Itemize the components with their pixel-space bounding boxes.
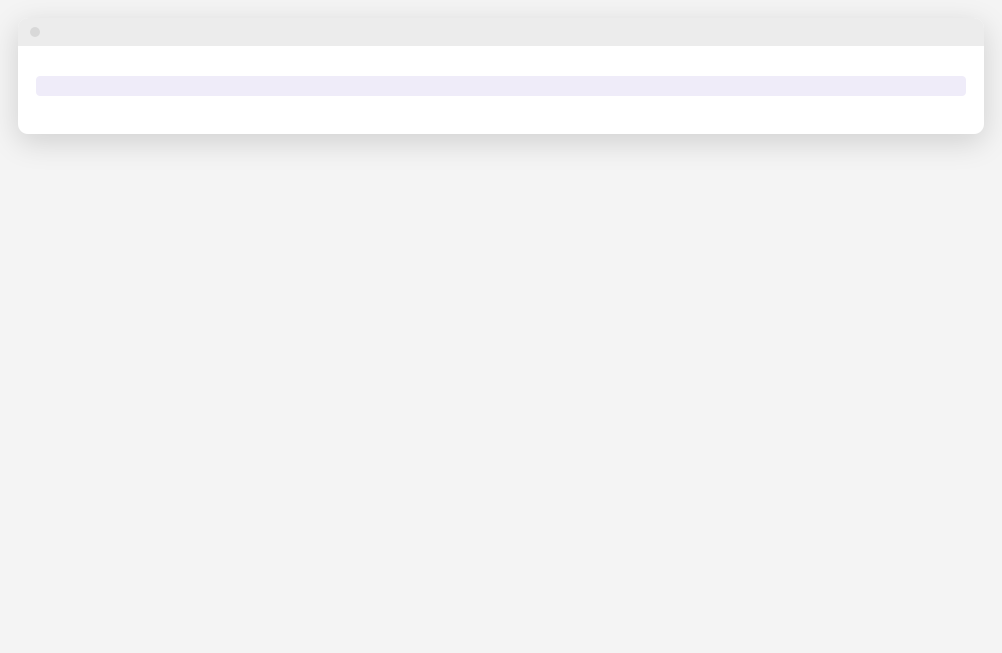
window-control-dot[interactable]: [30, 27, 40, 37]
baseline-summary-row: [36, 76, 966, 96]
window-titlebar: [18, 18, 984, 46]
app-window: [18, 18, 984, 134]
content-area: [18, 46, 984, 134]
table-header-row: [18, 46, 984, 70]
